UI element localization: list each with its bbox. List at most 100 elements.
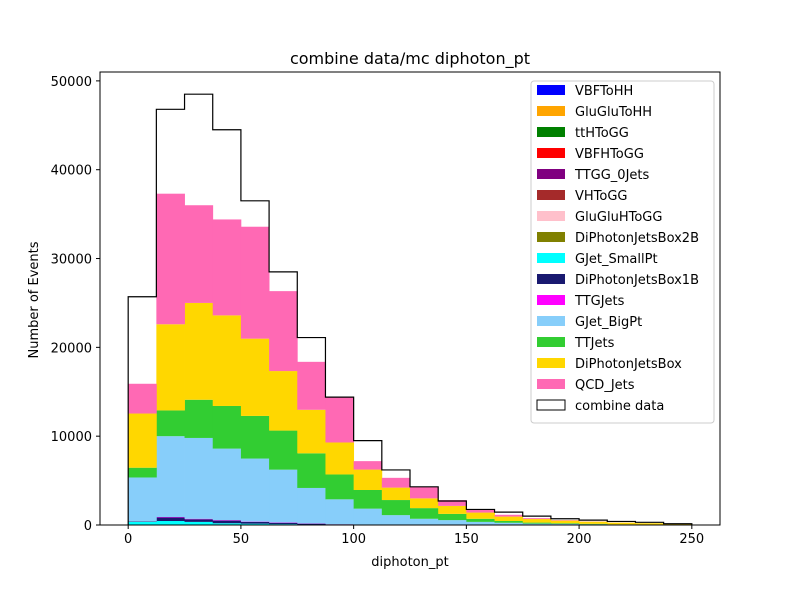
- bar-QCD_Jets-3: [213, 219, 242, 315]
- bar-TTJets-5: [269, 431, 298, 470]
- bar-TTJets-1: [156, 410, 185, 436]
- bar-DiPhotonJetsBox-3: [213, 315, 242, 406]
- x-tick-label-0: 0: [124, 532, 132, 547]
- bar-TTJets-6: [297, 453, 326, 488]
- bar-GJet_BigPt-4: [241, 459, 270, 522]
- bar-GJet_SmallPt-1: [156, 521, 185, 525]
- bar-GJet_BigPt-1: [156, 436, 185, 517]
- legend-label-13: DiPhotonJetsBox: [575, 357, 682, 372]
- legend-label-2: ttHToGG: [575, 126, 629, 141]
- bar-DiPhotonJetsBox-8: [354, 470, 383, 490]
- legend-label-3: VBFHToGG: [575, 147, 644, 162]
- bar-QCD_Jets-4: [241, 227, 270, 339]
- bar-DiPhotonJetsBox1B-4: [241, 522, 270, 524]
- legend-swatch-6: [537, 211, 565, 221]
- bar-QCD_Jets-5: [269, 291, 298, 371]
- legend-swatch-2: [537, 127, 565, 137]
- bar-DiPhotonJetsBox1B-3: [213, 521, 242, 524]
- legend-swatch-1: [537, 106, 565, 116]
- bar-DiPhotonJetsBox-12: [466, 513, 495, 519]
- bar-TTJets-14: [523, 523, 552, 524]
- legend-swatch-13: [537, 358, 565, 368]
- bar-TTJets-7: [325, 474, 354, 499]
- y-tick-label-2: 20000: [51, 341, 92, 356]
- y-tick-label-5: 50000: [51, 75, 92, 90]
- x-tick-label-3: 150: [454, 532, 479, 547]
- bar-TTJets-10: [410, 508, 439, 519]
- bar-DiPhotonJetsBox-17: [607, 523, 636, 525]
- legend-label-15: combine data: [575, 399, 664, 414]
- bar-GJet_BigPt-6: [297, 488, 326, 524]
- bar-TTJets-12: [466, 519, 495, 522]
- x-tick-label-1: 50: [233, 532, 250, 547]
- legend-label-11: GJet_BigPt: [575, 315, 642, 330]
- y-tick-label-0: 0: [84, 519, 92, 534]
- bar-DiPhotonJetsBox-7: [325, 442, 354, 474]
- bar-DiPhotonJetsBox-11: [438, 506, 467, 514]
- bar-QCD_Jets-9: [382, 478, 411, 488]
- bar-DiPhotonJetsBox-16: [579, 522, 608, 524]
- bar-DiPhotonJetsBox1B-5: [269, 523, 298, 524]
- bar-DiPhotonJetsBox-10: [410, 498, 439, 508]
- legend-label-1: GluGluToHH: [575, 105, 652, 120]
- bar-DiPhotonJetsBox-6: [297, 410, 326, 454]
- legend-label-4: TTGG_0Jets: [574, 168, 650, 183]
- bar-TTJets-0: [128, 468, 157, 478]
- legend-label-9: DiPhotonJetsBox1B: [575, 273, 699, 288]
- bar-QCD_Jets-6: [297, 362, 326, 410]
- legend-swatch-14: [537, 379, 565, 389]
- legend-swatch-11: [537, 316, 565, 326]
- legend-swatch-7: [537, 232, 565, 242]
- bar-DiPhotonJetsBox-4: [241, 339, 270, 416]
- legend-swatch-10: [537, 295, 565, 305]
- legend-swatch-15: [537, 400, 565, 410]
- bar-GJet_BigPt-10: [410, 519, 439, 525]
- y-tick-label-4: 40000: [51, 164, 92, 179]
- legend-swatch-8: [537, 253, 565, 263]
- y-tick-label-3: 30000: [51, 253, 92, 268]
- bar-GJet_BigPt-5: [269, 470, 298, 523]
- bar-QCD_Jets-7: [325, 397, 354, 442]
- bar-QCD_Jets-8: [354, 461, 383, 469]
- bar-TTJets-8: [354, 490, 383, 509]
- legend-swatch-3: [537, 148, 565, 158]
- legend-label-12: TTJets: [574, 336, 615, 351]
- bar-DiPhotonJetsBox-18: [635, 523, 664, 524]
- bar-GJet_BigPt-7: [325, 499, 354, 524]
- bar-TTJets-15: [551, 523, 580, 524]
- legend-swatch-9: [537, 274, 565, 284]
- bar-DiPhotonJetsBox-15: [551, 521, 580, 524]
- bar-TTJets-4: [241, 416, 270, 459]
- bar-TTJets-11: [438, 514, 467, 520]
- bar-QCD_Jets-10: [410, 487, 439, 499]
- bar-DiPhotonJetsBox-1: [156, 324, 185, 410]
- bar-TTJets-3: [213, 406, 242, 449]
- legend-label-8: GJet_SmallPt: [575, 252, 658, 267]
- chart-title: combine data/mc diphoton_pt: [290, 49, 530, 69]
- legend-label-5: VHToGG: [575, 189, 628, 204]
- bar-QCD_Jets-0: [128, 384, 157, 414]
- bar-GJet_BigPt-3: [213, 449, 242, 521]
- bar-DiPhotonJetsBox-5: [269, 371, 298, 431]
- bar-DiPhotonJetsBox-9: [382, 488, 411, 500]
- bar-GJet_BigPt-0: [128, 477, 157, 521]
- legend-label-14: QCD_Jets: [575, 378, 635, 393]
- y-axis-label: Number of Events: [27, 241, 42, 358]
- bar-GJet_BigPt-2: [185, 438, 214, 519]
- bar-TTJets-9: [382, 500, 411, 515]
- legend-swatch-0: [537, 85, 565, 95]
- bar-DiPhotonJetsBox-2: [185, 303, 214, 400]
- legend-swatch-4: [537, 169, 565, 179]
- bar-DiPhotonJetsBox1B-2: [185, 519, 214, 522]
- legend-label-10: TTGJets: [574, 294, 625, 309]
- bar-DiPhotonJetsBox-13: [495, 517, 524, 521]
- bar-DiPhotonJetsBox1B-1: [156, 517, 185, 521]
- bar-GJet_BigPt-8: [354, 509, 383, 525]
- bar-QCD_Jets-2: [185, 205, 214, 303]
- bar-GJet_BigPt-11: [438, 520, 467, 525]
- bar-QCD_Jets-1: [156, 194, 185, 325]
- bar-DiPhotonJetsBox1B-6: [297, 524, 326, 525]
- legend-label-6: GluGluHToGG: [575, 210, 662, 225]
